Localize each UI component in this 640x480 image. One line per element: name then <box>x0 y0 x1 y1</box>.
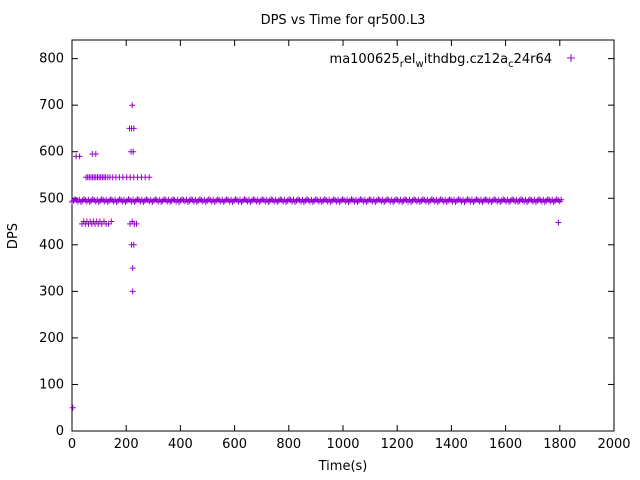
x-tick-label: 1200 <box>381 437 414 452</box>
legend: ma100625relwithdbg.cz12ac24r64 <box>330 52 575 70</box>
axis-ticks: 0 200 400 600 800 1000 1200 1400 1600 1800 2000 0 10… <box>39 40 631 452</box>
x-tick-label: 0 <box>68 437 76 452</box>
y-tick-label: 400 <box>39 238 64 253</box>
data-points <box>69 102 565 411</box>
y-tick-label: 300 <box>39 284 64 299</box>
x-tick-label: 2000 <box>597 437 630 452</box>
x-tick-label: 200 <box>114 437 139 452</box>
x-tick-label: 1000 <box>326 437 359 452</box>
x-tick-label: 400 <box>168 437 193 452</box>
y-tick-label: 800 <box>39 52 64 67</box>
scatter-series <box>69 102 565 411</box>
x-tick-label: 1400 <box>435 437 468 452</box>
x-axis-label: Time(s) <box>318 459 368 474</box>
y-tick-label: 0 <box>56 424 64 439</box>
y-tick-label: 100 <box>39 377 64 392</box>
x-tick-label: 600 <box>222 437 247 452</box>
chart-title: DPS vs Time for qr500.L3 <box>261 13 426 28</box>
legend-label: ma100625relwithdbg.cz12ac24r64 <box>330 52 552 70</box>
x-tick-label: 1800 <box>543 437 576 452</box>
y-tick-label: 500 <box>39 191 64 206</box>
y-axis-label: DPS <box>6 223 21 249</box>
y-tick-label: 200 <box>39 331 64 346</box>
y-tick-label: 600 <box>39 145 64 160</box>
x-tick-label: 800 <box>276 437 301 452</box>
y-tick-label: 700 <box>39 98 64 113</box>
legend-marker <box>567 54 575 62</box>
plot-border <box>71 39 615 432</box>
x-tick-label: 1600 <box>489 437 522 452</box>
